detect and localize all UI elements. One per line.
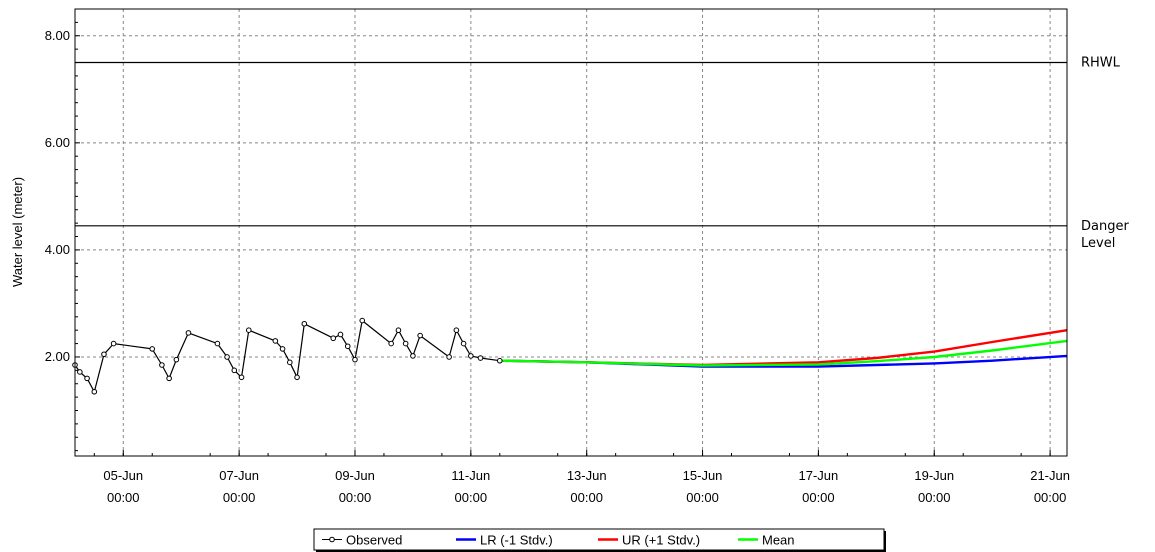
x-tick-time: 00:00 — [339, 490, 372, 505]
observed-point — [331, 336, 336, 341]
observed-point — [85, 376, 90, 381]
x-tick-date: 15-Jun — [683, 468, 723, 483]
observed-point — [411, 354, 416, 359]
observed-point — [418, 333, 423, 338]
observed-point — [232, 368, 237, 373]
observed-point — [360, 318, 365, 323]
x-tick-date: 05-Jun — [103, 468, 143, 483]
observed-point — [345, 344, 350, 349]
legend-label: Mean — [762, 533, 795, 548]
y-tick-label: 6.00 — [45, 135, 70, 150]
observed-point — [288, 360, 293, 365]
legend-label: LR (-1 Stdv.) — [480, 533, 553, 548]
x-tick-time: 00:00 — [223, 490, 256, 505]
observed-point — [353, 357, 358, 362]
observed-point — [447, 355, 452, 360]
y-axis-title: Water level (meter) — [10, 177, 25, 287]
x-tick-time: 00:00 — [107, 490, 140, 505]
observed-point — [469, 354, 474, 359]
observed-point — [78, 370, 83, 375]
observed-point — [111, 341, 116, 346]
x-tick-time: 00:00 — [1034, 490, 1067, 505]
observed-point — [239, 375, 244, 380]
observed-point — [92, 389, 97, 394]
x-tick-date: 17-Jun — [799, 468, 839, 483]
observed-point — [167, 376, 172, 381]
reference-line-label: RHWL — [1081, 56, 1121, 71]
observed-point — [302, 321, 307, 326]
x-tick-date: 11-Jun — [451, 468, 490, 483]
y-tick-label: 8.00 — [45, 28, 70, 43]
observed-point — [215, 341, 220, 346]
x-tick-date: 09-Jun — [335, 468, 375, 483]
observed-point — [403, 341, 408, 346]
observed-point — [273, 339, 278, 344]
observed-point — [396, 328, 401, 333]
observed-point — [295, 375, 300, 380]
x-tick-time: 00:00 — [686, 490, 719, 505]
observed-point — [338, 332, 343, 337]
observed-point — [160, 363, 165, 368]
legend-marker — [330, 537, 335, 542]
observed-point — [102, 352, 107, 357]
observed-point — [280, 347, 285, 352]
y-tick-label: 4.00 — [45, 242, 70, 257]
legend: Observed LR (-1 Stdv.) UR (+1 Stdv.) Mean — [314, 529, 886, 552]
observed-point — [186, 331, 191, 336]
observed-point — [150, 347, 155, 352]
legend-label: Observed — [346, 533, 402, 548]
x-tick-time: 00:00 — [802, 490, 835, 505]
x-tick-date: 13-Jun — [567, 468, 607, 483]
legend-label: UR (+1 Stdv.) — [622, 533, 700, 548]
x-tick-time: 00:00 — [918, 490, 951, 505]
y-tick-label: 2.00 — [45, 349, 70, 364]
observed-point — [225, 355, 230, 360]
x-tick-time: 00:00 — [570, 490, 603, 505]
observed-point — [478, 356, 483, 361]
observed-point — [174, 357, 179, 362]
observed-point — [389, 341, 394, 346]
observed-point — [246, 328, 251, 333]
observed-point — [454, 328, 459, 333]
observed-point — [461, 341, 466, 346]
x-tick-time: 00:00 — [455, 490, 488, 505]
x-tick-date: 19-Jun — [914, 468, 954, 483]
observed-point — [497, 358, 502, 363]
x-tick-date: 21-Jun — [1030, 468, 1070, 483]
x-tick-date: 07-Jun — [219, 468, 259, 483]
